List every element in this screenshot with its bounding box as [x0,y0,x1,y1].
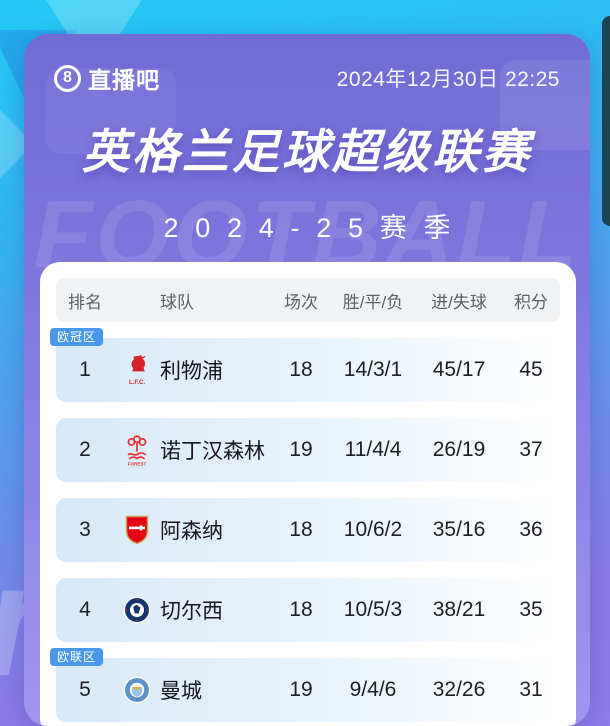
matches-played: 18 [289,518,313,541]
goals-for-against: 26/19 [432,438,486,461]
points-value: 37 [519,438,543,461]
goals-for-against: 38/21 [432,598,486,621]
points-value: 45 [519,358,543,381]
column-header-points: 积分 [514,292,548,312]
column-header-team: 球队 [160,292,194,312]
matches-played: 19 [289,438,313,461]
points-value: 36 [519,518,543,541]
column-header-played: 场次 [284,292,318,312]
team-name: 诺丁汉森林 [160,440,265,463]
table-header-row: 排名 球队 场次 胜/平/负 进/失球 积分 [56,278,560,322]
card-decoration [500,60,590,150]
svg-text:L.F.C.: L.F.C. [129,380,145,386]
goals-for-against: 45/17 [432,358,486,381]
team-name: 曼城 [160,680,202,703]
league-title: 英格兰足球超级联赛 [82,125,532,178]
team-name: 阿森纳 [160,520,223,543]
win-draw-loss: 9/4/6 [349,678,397,701]
team-name: 利物浦 [160,360,223,383]
standings-panel: 排名 球队 场次 胜/平/负 进/失球 积分 欧冠区 1 L.F.C. 利物浦 … [40,262,576,726]
rank-value: 3 [79,518,91,541]
win-draw-loss: 11/4/4 [344,438,402,461]
rank-value: 4 [79,598,91,621]
table-row: 欧联区 5 曼城 19 9/4/6 32/26 31 [50,648,560,722]
rank-value: 1 [79,358,91,381]
arsenal-crest-icon [114,515,160,545]
table-row: 2 FOREST 诺丁汉森林 19 11/4/4 26/19 [56,418,560,482]
table-row: 3 阿森纳 18 10/6/2 35/16 36 [56,498,560,562]
matches-played: 19 [289,678,313,701]
goals-for-against: 35/16 [432,518,486,541]
league-table-card: 8 直播吧 2024年12月30日 22:25 FOOTBALL 英格兰足球超级… [24,34,590,726]
column-header-rank: 排名 [68,292,102,312]
win-draw-loss: 10/5/3 [343,598,403,621]
chelsea-crest-icon [114,596,160,624]
matches-played: 18 [289,358,313,381]
zone-badge-champions-league: 欧冠区 [50,328,104,346]
zhibo8-logo: 8 直播吧 [54,61,160,95]
brand-name: 直播吧 [88,67,160,93]
table-row: 4 切尔西 18 10/5/3 38/21 35 [56,578,560,642]
win-draw-loss: 10/6/2 [343,518,403,541]
rank-value: 5 [79,678,91,701]
rank-value: 2 [79,438,91,461]
manchester-city-crest-icon [114,676,160,704]
matches-played: 18 [289,598,313,621]
background-card-edge-tab [602,16,610,226]
team-name: 切尔西 [160,600,223,623]
liverpool-crest-icon: L.F.C. [114,354,160,386]
points-value: 31 [519,678,543,701]
zone-badge-europa-league: 欧联区 [50,648,104,666]
zhibo8-8-icon: 8 [54,64,81,92]
nottingham-forest-crest-icon: FOREST [114,434,160,466]
goals-for-against: 32/26 [432,678,486,701]
table-row: 欧冠区 1 L.F.C. 利物浦 18 14/3/1 45/17 45 [50,328,560,402]
win-draw-loss: 14/3/1 [343,358,403,381]
season-label: 2024-25赛季 [163,213,468,243]
card-header: 8 直播吧 2024年12月30日 22:25 [54,62,560,94]
datetime-label: 2024年12月30日 22:25 [336,68,560,91]
column-header-goals: 进/失球 [431,292,487,312]
svg-text:FOREST: FOREST [128,462,147,467]
column-header-wdl: 胜/平/负 [342,292,404,312]
points-value: 35 [519,598,543,621]
